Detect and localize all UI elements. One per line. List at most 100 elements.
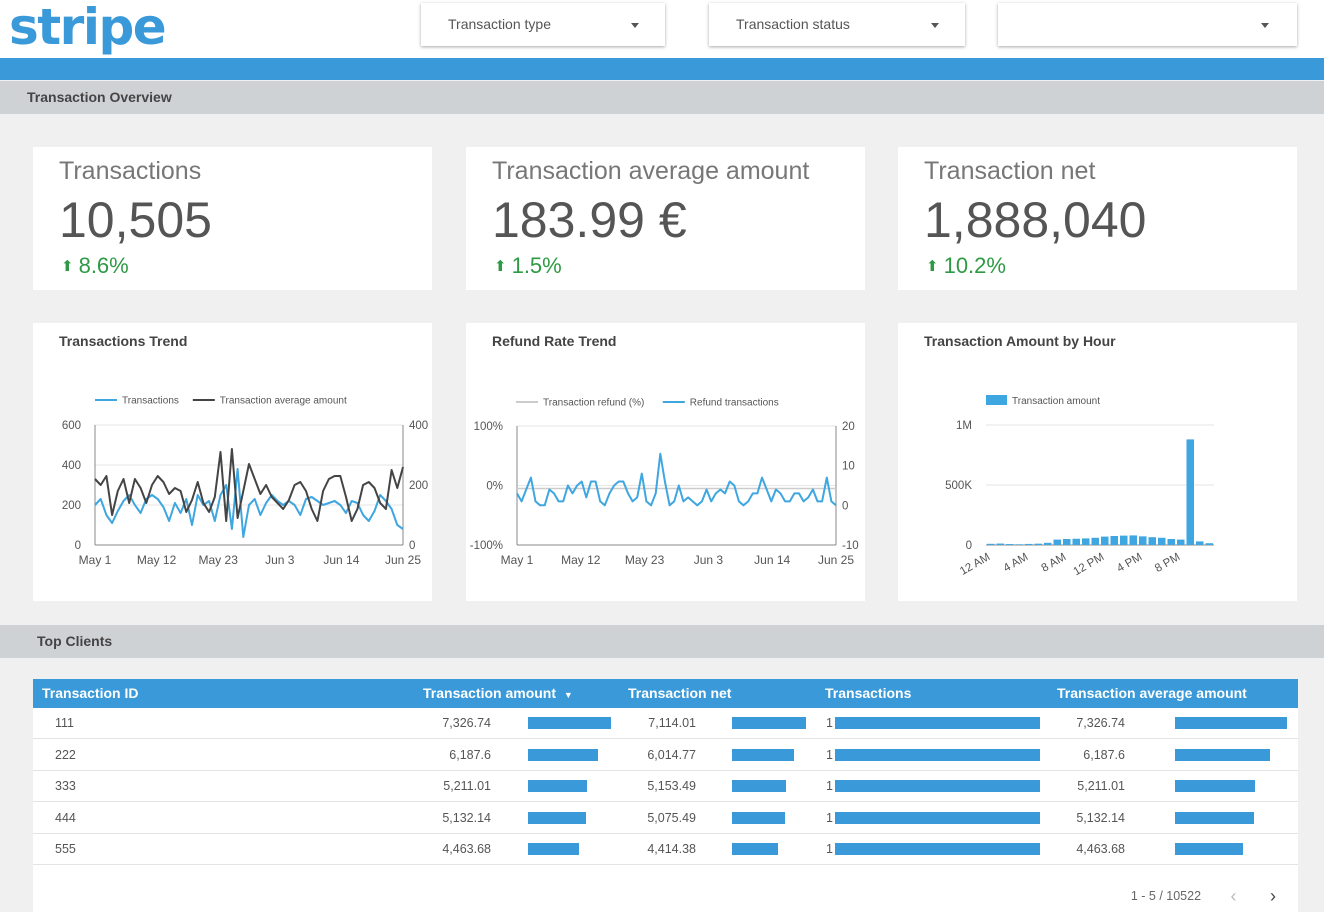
- cell-transaction-net: 7,114.01: [648, 716, 696, 730]
- bar-transaction-amount: [528, 811, 587, 824]
- filter-label: Transaction type: [448, 16, 551, 32]
- cell-transaction-net: 5,153.49: [647, 779, 696, 793]
- kpi-title: Transaction net: [924, 157, 1096, 185]
- transactions-trend-chart: Transactions Transaction average amount 60…: [62, 396, 428, 568]
- chevron-right-icon[interactable]: ›: [1270, 886, 1276, 906]
- cell-transaction-id: 222: [55, 747, 76, 762]
- cell-transaction-net: 6,014.77: [647, 747, 696, 762]
- legend-label: Transactions: [122, 396, 179, 407]
- filter-date-range[interactable]: [998, 3, 1297, 46]
- bar-transaction-average-amount: [1175, 811, 1254, 824]
- top-clients-table: Transaction ID Transaction amount ▼ Tran…: [33, 679, 1298, 912]
- table-row[interactable]: 333 5,211.01 5,153.49 1 5,211.01: [33, 771, 1298, 802]
- table-row[interactable]: 222 6,187.6 6,014.77 1 6,187.6: [33, 740, 1298, 771]
- column-header-transaction-id[interactable]: Transaction ID: [42, 685, 139, 701]
- section-header-top-clients: Top Clients: [0, 625, 1324, 658]
- cell-transaction-average-amount: 6,187.6: [1083, 747, 1125, 762]
- bar-transaction-average-amount: [1175, 717, 1287, 729]
- bar: [1053, 539, 1061, 545]
- arrow-up-icon: ⬆: [61, 258, 74, 275]
- caret-down-icon: [631, 23, 639, 28]
- y-left-tick-label: -100%: [470, 540, 503, 552]
- column-header-transaction-net[interactable]: Transaction net: [628, 685, 732, 701]
- y-right-tick-label: 10: [842, 461, 855, 473]
- caret-down-icon: [1261, 23, 1269, 28]
- header-accent-bar: [0, 58, 1324, 80]
- filter-transaction-status[interactable]: Transaction status: [709, 3, 965, 46]
- y-left-tick-label: 0%: [486, 481, 503, 493]
- y-left-tick-label: 200: [62, 500, 81, 512]
- chart-card-amount-by-hour: Transaction Amount by Hour Transaction a…: [898, 323, 1297, 601]
- x-tick-label: 4 AM: [1002, 551, 1031, 575]
- bar-transactions: [835, 811, 1040, 824]
- bar: [1034, 543, 1042, 545]
- cell-transaction-id: 555: [55, 842, 76, 856]
- bar-transaction-average-amount: [1175, 748, 1270, 761]
- bar: [1015, 544, 1023, 545]
- y-tick-label: 0: [966, 540, 972, 552]
- bar-transactions: [835, 748, 1040, 761]
- column-header-transaction-amount[interactable]: Transaction amount ▼: [423, 685, 573, 701]
- table-row[interactable]: 111 7,326.74 7,114.01 1 7,326.74: [33, 708, 1298, 739]
- legend-swatch: [986, 395, 1007, 405]
- bar: [1158, 537, 1166, 545]
- bar-transaction-net: [732, 748, 795, 761]
- y-tick-label: 1M: [956, 420, 972, 432]
- cell-transactions: 1: [826, 810, 833, 825]
- bar: [1148, 537, 1156, 545]
- x-tick-label: May 1: [79, 553, 112, 567]
- series-line: [94, 448, 404, 522]
- bar-transaction-amount: [528, 717, 611, 729]
- table-row[interactable]: 555 4,463.68 4,414.38 1 4,463.68: [33, 834, 1298, 865]
- bar-transactions: [835, 843, 1040, 855]
- cell-transaction-average-amount: 4,463.68: [1076, 842, 1125, 856]
- pagination: 1 - 5 / 10522 ‹ ›: [1131, 886, 1276, 907]
- cell-transaction-id: 111: [55, 716, 75, 730]
- x-tick-label: Jun 3: [265, 553, 295, 567]
- kpi-delta-value: 1.5%: [511, 253, 562, 278]
- cell-transaction-amount: 6,187.6: [449, 747, 491, 762]
- cell-transaction-amount: 7,326.74: [442, 716, 491, 730]
- cell-transactions: 1: [826, 716, 833, 730]
- bar-transaction-amount: [528, 780, 587, 792]
- bar: [1044, 542, 1052, 545]
- bar-transactions: [835, 717, 1040, 729]
- bar-transaction-net: [732, 780, 786, 792]
- chart-card-refund-rate-trend: Refund Rate Trend Transaction refund (%)…: [466, 323, 865, 601]
- column-header-transactions[interactable]: Transactions: [825, 685, 912, 701]
- kpi-title: Transactions: [59, 157, 202, 185]
- x-tick-label: 4 PM: [1115, 551, 1144, 575]
- pagination-label: 1 - 5 / 10522: [1130, 889, 1202, 903]
- y-left-tick-label: 0: [75, 540, 81, 552]
- cell-transaction-net: 5,075.49: [647, 810, 696, 825]
- x-tick-label: 8 AM: [1040, 551, 1069, 575]
- bar-transaction-average-amount: [1175, 780, 1255, 792]
- arrow-up-icon: ⬆: [494, 258, 507, 275]
- cell-transaction-id: 333: [55, 779, 76, 793]
- bar-transaction-net: [732, 843, 778, 855]
- x-tick-label: Jun 25: [385, 553, 421, 567]
- bar: [1006, 544, 1014, 545]
- app-header: stripe Transaction type Transaction stat…: [0, 0, 1324, 58]
- filter-transaction-type[interactable]: Transaction type: [421, 3, 665, 46]
- kpi-value: 183.99 €: [492, 192, 687, 248]
- bar: [1205, 543, 1213, 545]
- y-right-tick-label: 0: [842, 500, 848, 512]
- bar: [1101, 536, 1109, 545]
- x-tick-label: Jun 3: [694, 553, 724, 567]
- cell-transaction-id: 444: [55, 810, 76, 825]
- cell-transaction-amount: 4,463.68: [442, 842, 491, 856]
- bar-transaction-net: [732, 811, 785, 824]
- bar: [1186, 439, 1194, 545]
- x-tick-label: Jun 14: [323, 553, 359, 567]
- bar: [1025, 543, 1033, 545]
- chevron-left-icon[interactable]: ‹: [1230, 886, 1237, 906]
- stripe-logo: stripe: [9, 0, 167, 56]
- table-row[interactable]: 444 5,132.14 5,075.49 1 5,132.14: [33, 803, 1298, 834]
- legend-label: Transaction refund (%): [543, 398, 644, 409]
- y-right-tick-label: 20: [842, 421, 855, 433]
- x-tick-label: Jun 25: [818, 553, 854, 567]
- section-title: Transaction Overview: [27, 89, 172, 105]
- cell-transactions: 1: [826, 842, 833, 856]
- column-header-transaction-average-amount[interactable]: Transaction average amount: [1057, 685, 1247, 701]
